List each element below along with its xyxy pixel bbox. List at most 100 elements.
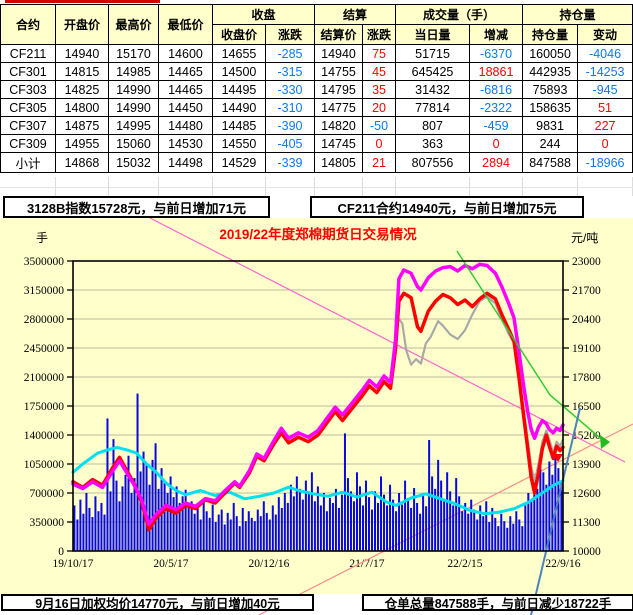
value-cell: 807 xyxy=(395,116,471,135)
col-header: 最高价 xyxy=(108,4,159,45)
volume-bar xyxy=(145,464,148,551)
volume-bar xyxy=(461,511,464,551)
volume-bar xyxy=(226,512,229,551)
volume-bar xyxy=(434,488,437,551)
volume-bar xyxy=(163,480,166,551)
volume-bar xyxy=(79,499,82,551)
table-row: CF303 14825 14990 14465 14495 -330 14795 35 3143… xyxy=(0,80,633,99)
volume-bar xyxy=(85,493,88,551)
left-tick-label: 0 xyxy=(58,546,64,558)
banner-3128b-index: 3128B指数15728元，与前日增加71元 xyxy=(3,196,270,218)
volume-bar xyxy=(464,502,467,551)
volume-bar xyxy=(184,489,187,551)
volume-bar xyxy=(127,455,130,551)
volume-bar xyxy=(286,502,289,551)
volume-bar xyxy=(250,517,253,551)
marker-red-arrow xyxy=(553,454,563,462)
trendline-blue xyxy=(530,407,581,615)
right-tick-label: 21700 xyxy=(572,285,601,297)
value-cell: 31432 xyxy=(395,80,471,99)
value-cell: 20 xyxy=(362,98,397,117)
plot-border xyxy=(72,260,564,552)
volume-bar xyxy=(340,494,343,551)
left-tick-label: 3150000 xyxy=(24,285,65,297)
volume-bar xyxy=(539,455,542,551)
grid-line xyxy=(362,177,363,196)
sub-header: 结算价 xyxy=(314,24,364,45)
volume-bar xyxy=(313,501,316,551)
volume-bar xyxy=(479,505,482,551)
volume-bar xyxy=(130,493,133,551)
volume-bar xyxy=(118,501,121,551)
value-cell: 21 xyxy=(362,152,397,173)
volume-bar xyxy=(265,512,268,551)
top-red-mark xyxy=(5,0,160,3)
volume-bar xyxy=(124,474,127,551)
volume-bar xyxy=(497,526,500,551)
volume-bar xyxy=(392,499,395,551)
volume-bar xyxy=(82,513,85,551)
volume-bar xyxy=(491,507,494,551)
grid-line xyxy=(395,177,396,196)
value-cell: 75 xyxy=(362,44,397,63)
value-cell: -405 xyxy=(264,134,316,153)
value-cell: 807556 xyxy=(395,152,471,173)
volume-bar xyxy=(232,502,235,551)
volume-bar xyxy=(175,486,178,551)
line-cyan-open-interest xyxy=(71,445,565,516)
volume-bar xyxy=(73,505,76,551)
volume-bar xyxy=(419,513,422,551)
value-cell: -6370 xyxy=(469,44,524,63)
value-cell: 14825 xyxy=(55,80,109,99)
volume-bar xyxy=(148,484,151,551)
volume-bar xyxy=(443,501,446,551)
value-cell: -459 xyxy=(469,116,524,135)
volume-bar xyxy=(358,486,361,551)
volume-bar xyxy=(88,507,91,551)
volume-bar xyxy=(476,519,479,551)
volume-bar xyxy=(151,459,154,551)
volume-bar xyxy=(277,497,280,551)
value-cell: 14995 xyxy=(108,116,159,135)
volume-bar xyxy=(515,511,518,551)
volume-bar xyxy=(229,519,232,551)
right-tick-label: 11300 xyxy=(572,517,601,529)
volume-bar xyxy=(181,496,184,551)
volume-bar xyxy=(431,476,434,551)
value-cell: 14775 xyxy=(314,98,364,117)
contract-cell: CF211 xyxy=(0,44,56,63)
volume-bar xyxy=(398,493,401,551)
col-header: 最低价 xyxy=(158,4,213,45)
trendline-pink xyxy=(149,218,626,463)
right-axis-unit-label: 元/吨 xyxy=(571,231,599,245)
volume-bar xyxy=(214,522,217,551)
left-tick-label: 350000 xyxy=(30,517,65,529)
right-tick-label: 15200 xyxy=(572,430,601,442)
value-cell: 15032 xyxy=(108,152,159,173)
volume-bar xyxy=(103,514,106,551)
volume-bar xyxy=(211,504,214,551)
volume-bar xyxy=(548,461,551,551)
volume-bar xyxy=(467,513,470,551)
quotes-table-wrap: 合约 开盘价 最高价 最低价 收盘 结算 成交量（手） 持仓量 收盘价 涨跌 结算价 涨跌 当日量 增减持… xyxy=(0,4,633,173)
group-header: 持仓量 xyxy=(522,4,633,25)
contract-cell: CF303 xyxy=(0,80,56,99)
volume-bar xyxy=(368,497,371,551)
volume-bar xyxy=(473,509,476,551)
value-cell: -50 xyxy=(362,116,397,135)
right-tick-label: 20400 xyxy=(572,314,601,326)
col-header: 合约 xyxy=(0,4,56,45)
volume-bar xyxy=(557,468,560,551)
banner-weighted-avg: 9月16日加权均价14770元，与前日增加40元 xyxy=(1,594,314,611)
volume-bar xyxy=(349,491,352,551)
volume-bar xyxy=(503,521,506,551)
volume-bar xyxy=(169,476,172,551)
x-axis-label: 22/9/16 xyxy=(545,558,580,570)
volume-bar xyxy=(389,484,392,551)
volume-bar xyxy=(244,521,247,551)
volume-bar xyxy=(238,526,241,551)
volume-bar xyxy=(506,527,509,551)
volume-bar xyxy=(97,511,100,551)
value-cell: 35 xyxy=(362,80,397,99)
